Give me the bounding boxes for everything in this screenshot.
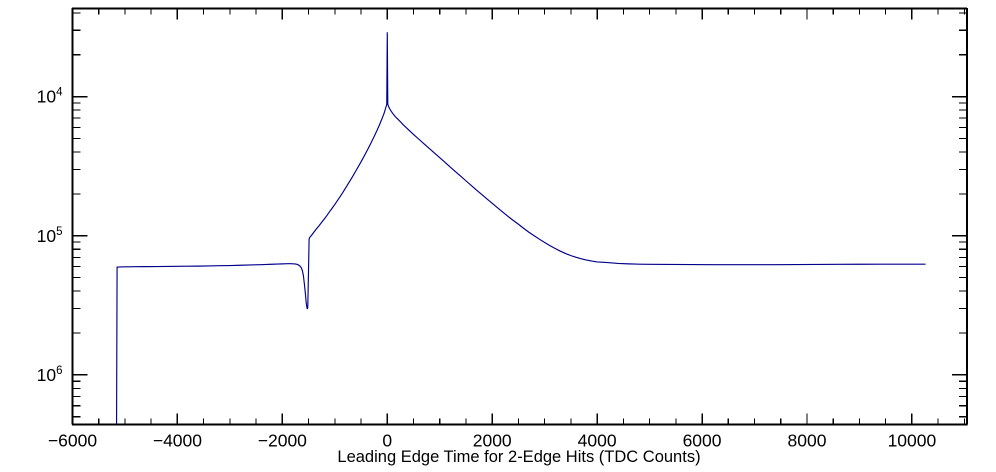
x-tick-label: 4000	[578, 431, 617, 451]
x-tick-label: −4000	[153, 431, 202, 451]
x-tick-label: −2000	[258, 431, 307, 451]
x-axis-tick-labels: −6000 −4000 −2000 0 2000 4000 6000 8000 10000	[48, 431, 937, 451]
y-tick-label: 105	[37, 226, 63, 246]
x-axis-title: Leading Edge Time for 2-Edge Hits (TDC C…	[337, 448, 700, 466]
y-axis-tick-labels: 106 105 104	[37, 87, 63, 385]
y-tick-label: 106	[37, 365, 63, 385]
y-tick-label: 104	[37, 87, 63, 107]
y-axis-ticks	[72, 12, 967, 418]
axis-frame	[71, 7, 968, 426]
leading-edge-time-curve	[115, 32, 926, 425]
x-axis-ticks	[71, 8, 965, 425]
data-series-group	[115, 32, 926, 425]
x-tick-label: 6000	[683, 431, 722, 451]
x-tick-label: −6000	[48, 431, 97, 451]
x-tick-label: 8000	[788, 431, 827, 451]
x-tick-label: 2000	[473, 431, 512, 451]
x-tick-label: 0	[382, 431, 392, 451]
x-tick-label: 10000	[888, 431, 937, 451]
